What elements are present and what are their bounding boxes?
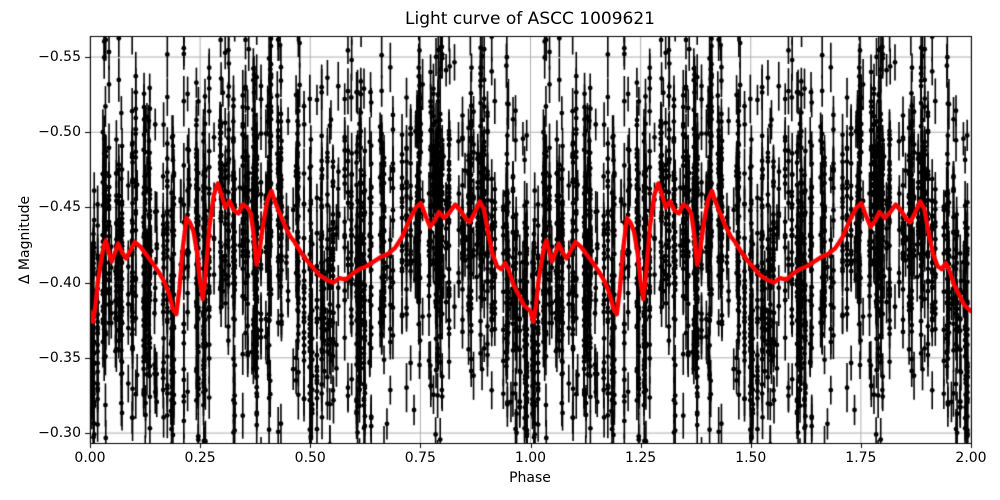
y-tick-label: −0.35 <box>38 349 81 366</box>
x-tick-label: 1.50 <box>735 450 767 466</box>
chart-title: Light curve of ASCC 1009621 <box>405 9 655 29</box>
y-tick-label: −0.30 <box>38 425 81 442</box>
x-tick-label: 2.00 <box>955 450 987 466</box>
y-tick-label: −0.40 <box>38 274 81 291</box>
x-tick-label: 0.00 <box>74 450 106 466</box>
x-tick-label: 0.50 <box>294 450 326 466</box>
x-tick-label: 1.75 <box>845 450 877 466</box>
y-tick-label: −0.45 <box>38 199 81 216</box>
x-axis-label: Phase <box>509 470 551 486</box>
y-tick-label: −0.55 <box>38 49 81 66</box>
x-tick-label: 1.25 <box>625 450 657 466</box>
x-tick-label: 0.25 <box>184 450 216 466</box>
x-tick-label: 1.00 <box>514 450 547 466</box>
y-tick-label: −0.50 <box>38 124 81 141</box>
x-tick-label: 0.75 <box>404 450 436 466</box>
